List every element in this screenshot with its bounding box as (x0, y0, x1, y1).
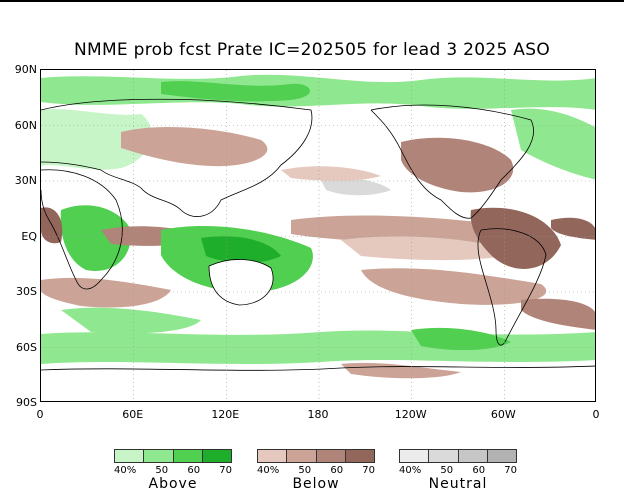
lon-label-120e: 120E (211, 408, 240, 421)
legend-neutral-label: Neutral (428, 476, 488, 492)
above-region-europe (41, 109, 152, 170)
legend-neutral-swatch-50 (429, 450, 459, 462)
lon-label-60w: 60W (490, 408, 516, 421)
lat-label-60s: 60S (16, 341, 37, 354)
legend-below-tick: 50 (298, 465, 312, 476)
coastline-south-america (477, 228, 547, 346)
probability-map (40, 69, 596, 402)
legend-below-label: Below (292, 476, 340, 492)
legend-neutral-tick: 50 (440, 465, 454, 476)
below-region-atlantic (551, 217, 595, 240)
legend-neutral-ticks: 40% 50 60 70 (399, 465, 517, 476)
neutral-region-north-pacific (321, 177, 391, 196)
lat-label-30n: 30N (14, 174, 37, 187)
lat-label-90n: 90N (14, 63, 37, 76)
legend-below: 40% 50 60 70 Below (257, 449, 375, 492)
above-region-indonesia-strong (201, 236, 281, 263)
lon-label-0-left: 0 (36, 408, 44, 421)
legend-above-tick: 50 (155, 465, 169, 476)
lat-label-30s: 30S (16, 285, 37, 298)
legend-neutral-swatch-40 (400, 450, 430, 462)
map-canvas (41, 70, 595, 401)
legend-neutral-colorbar (399, 449, 517, 463)
coastline-north-america (370, 104, 534, 219)
legend-above-colorbar (114, 449, 232, 463)
legend-below-swatch-60 (316, 450, 346, 462)
below-region-south-america (470, 207, 561, 269)
coastline-africa (41, 169, 123, 290)
australia-land-neutral (208, 259, 274, 306)
above-region-arctic (41, 74, 595, 110)
legend-below-swatch-40 (258, 450, 288, 462)
above-region-africa (60, 205, 132, 271)
coastline-antarctica (41, 365, 595, 371)
legend-above-tick: 60 (187, 465, 201, 476)
legend-above-label: Above (148, 476, 198, 492)
legend-below-swatch-50 (287, 450, 317, 462)
below-region-south-indian (41, 277, 171, 308)
legend-neutral-swatch-60 (458, 450, 488, 462)
legend-neutral-tick: 60 (472, 465, 486, 476)
legend-neutral-tick: 40% (399, 465, 422, 476)
legend-above-tick: 40% (114, 465, 137, 476)
above-region-east-canada (511, 108, 595, 180)
legend-below-colorbar (257, 449, 375, 463)
legend-above-swatch-70 (202, 450, 231, 462)
top-border-line (0, 0, 624, 2)
lon-label-0-right: 0 (592, 408, 600, 421)
coastline-eurasia (41, 98, 313, 217)
legend-neutral-tick: 70 (504, 465, 517, 476)
below-region-mid-pacific (281, 166, 381, 181)
legend-above-tick: 70 (219, 465, 232, 476)
above-region-southern-ocean (41, 330, 595, 364)
map-gridlines (41, 70, 595, 401)
legend-above-swatch-60 (173, 450, 203, 462)
legend-above-ticks: 40% 50 60 70 (114, 465, 232, 476)
lat-label-eq: EQ (21, 230, 37, 243)
legend-above-swatch-50 (144, 450, 174, 462)
above-region-southern-ocean-strong (411, 327, 511, 351)
legend-below-tick: 70 (362, 465, 375, 476)
legend-below-ticks: 40% 50 60 70 (257, 465, 375, 476)
below-region-north-asia (121, 126, 268, 167)
legend-below-tick: 40% (257, 465, 280, 476)
map-title: NMME prob fcst Prate IC=202505 for lead … (73, 40, 551, 60)
legend-below-swatch-70 (345, 450, 374, 462)
above-region-south-indian (61, 307, 201, 334)
lon-label-60e: 60E (122, 408, 144, 421)
lon-label-180: 180 (307, 408, 329, 421)
legend-below-tick: 60 (330, 465, 344, 476)
below-region-antarctic (341, 362, 461, 379)
below-region-south-pacific (361, 268, 547, 305)
lon-label-120w: 120W (394, 408, 427, 421)
below-region-north-america (401, 137, 514, 193)
legend-neutral: 40% 50 60 70 Neutral (399, 449, 517, 492)
below-region-equatorial-pacific (341, 236, 521, 261)
legend-above: 40% 50 60 70 Above (114, 449, 232, 492)
lat-label-90s: 90S (16, 396, 37, 409)
below-region-south-atlantic (521, 298, 595, 330)
above-region-arctic-strong (161, 81, 310, 102)
legend-neutral-swatch-70 (487, 450, 516, 462)
lat-label-60n: 60N (14, 119, 37, 132)
legend-above-swatch-40 (115, 450, 145, 462)
